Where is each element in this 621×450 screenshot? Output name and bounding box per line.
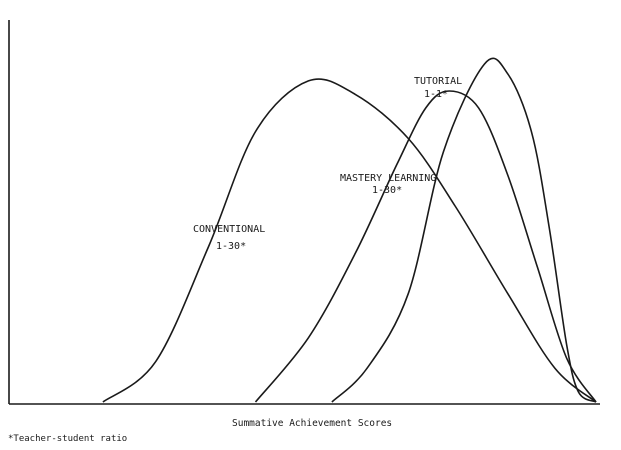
curve-tutorial: [331, 57, 597, 403]
series-label-tutorial: TUTORIAL: [414, 76, 462, 87]
curve-conventional: [102, 78, 597, 403]
series-label-mastery-learning: MASTERY LEARNING: [340, 173, 436, 184]
series-ratio-tutorial: 1-1*: [424, 89, 448, 100]
footnote: *Teacher-student ratio: [8, 434, 127, 444]
series-ratio-mastery-learning: 1-30*: [372, 185, 402, 196]
series-label-conventional: CONVENTIONAL: [193, 224, 265, 235]
curve-mastery-learning: [254, 90, 597, 403]
x-axis-label: Summative Achievement Scores: [232, 418, 392, 429]
curves-group: [102, 57, 597, 403]
series-ratio-conventional: 1-30*: [216, 241, 246, 252]
